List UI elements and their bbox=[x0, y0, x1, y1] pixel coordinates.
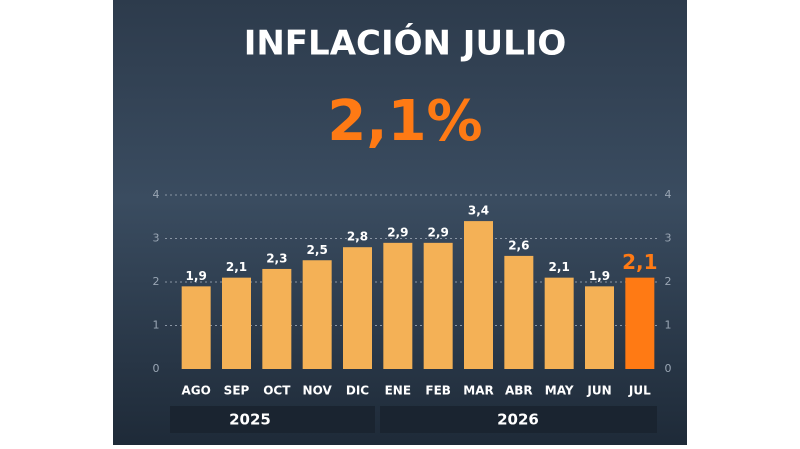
bar bbox=[222, 277, 251, 369]
x-tick-label: JUN bbox=[586, 384, 611, 398]
bar bbox=[585, 286, 614, 369]
year-band bbox=[380, 406, 657, 433]
x-tick-label: MAR bbox=[463, 384, 493, 398]
y-tick-label: 1 bbox=[153, 319, 160, 332]
y-tick-label: 3 bbox=[665, 232, 672, 245]
x-tick-label: MAY bbox=[545, 384, 574, 398]
bar bbox=[544, 277, 574, 369]
x-tick-label: ABR bbox=[505, 384, 533, 398]
y-tick-label: 0 bbox=[153, 362, 160, 375]
value-label: 1,9 bbox=[589, 269, 610, 283]
background bbox=[113, 0, 687, 445]
year-label: 2025 bbox=[229, 411, 271, 429]
y-tick-label: 2 bbox=[665, 275, 672, 288]
bar bbox=[625, 277, 655, 369]
y-tick-label: 0 bbox=[665, 362, 672, 375]
x-tick-label: FEB bbox=[425, 384, 451, 398]
x-tick-label: SEP bbox=[224, 384, 250, 398]
y-tick-label: 4 bbox=[665, 188, 672, 201]
x-tick-label: AGO bbox=[181, 384, 210, 398]
headline: 2,1% bbox=[327, 89, 482, 154]
bar bbox=[343, 247, 372, 369]
value-label: 2,6 bbox=[508, 238, 529, 252]
bar bbox=[383, 242, 413, 369]
bar bbox=[423, 242, 453, 369]
x-tick-label: DIC bbox=[346, 384, 369, 398]
value-label: 2,9 bbox=[387, 225, 408, 239]
bar bbox=[181, 286, 211, 369]
x-tick-label: OCT bbox=[263, 384, 291, 398]
bar bbox=[464, 221, 493, 369]
year-label: 2026 bbox=[497, 411, 539, 429]
y-tick-label: 3 bbox=[153, 232, 160, 245]
x-tick-label: ENE bbox=[385, 384, 411, 398]
y-tick-label: 4 bbox=[153, 188, 160, 201]
value-label: 2,1 bbox=[622, 250, 657, 274]
y-tick-label: 2 bbox=[153, 275, 160, 288]
x-tick-label: JUL bbox=[628, 384, 651, 398]
value-label: 2,3 bbox=[266, 251, 287, 265]
value-label: 2,8 bbox=[347, 230, 368, 244]
value-label: 2,1 bbox=[226, 260, 247, 274]
bar bbox=[504, 255, 534, 369]
value-label: 2,9 bbox=[428, 225, 449, 239]
bar bbox=[262, 268, 292, 369]
value-label: 2,1 bbox=[549, 260, 570, 274]
value-label: 2,5 bbox=[307, 243, 328, 257]
x-tick-label: NOV bbox=[303, 384, 333, 398]
y-tick-label: 1 bbox=[665, 319, 672, 332]
year-band bbox=[170, 406, 375, 433]
value-label: 1,9 bbox=[186, 269, 207, 283]
chart-title: INFLACIÓN JULIO bbox=[244, 23, 567, 64]
bar bbox=[302, 260, 332, 369]
value-label: 3,4 bbox=[468, 204, 489, 218]
